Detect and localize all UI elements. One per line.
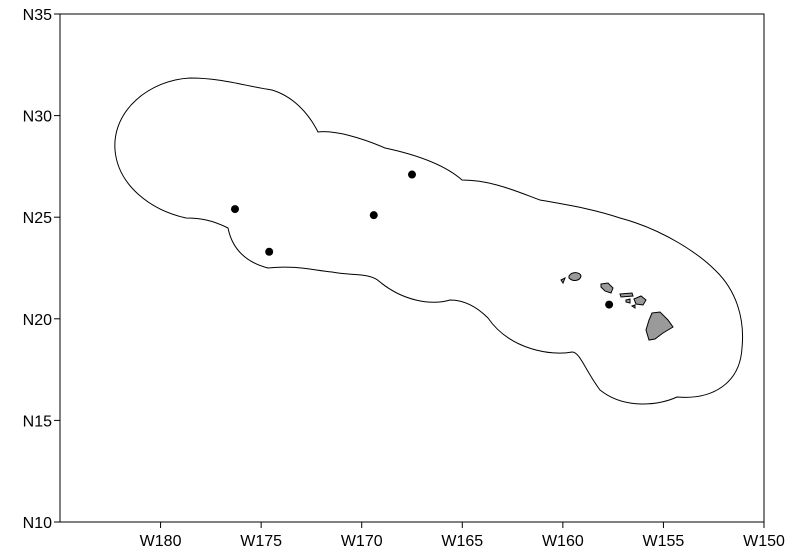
niihau-island-shape bbox=[560, 276, 566, 285]
x-tick-label: W165 bbox=[441, 533, 483, 550]
buffer-zone-outline bbox=[114, 77, 744, 405]
hawaii-island-shape bbox=[645, 311, 674, 341]
maui-island-shape bbox=[633, 295, 647, 306]
points-layer bbox=[230, 170, 614, 309]
location-point-3 bbox=[369, 211, 378, 220]
kauai-island-shape bbox=[568, 272, 582, 281]
x-tick-label: W180 bbox=[140, 533, 182, 550]
location-point-1 bbox=[230, 205, 239, 214]
kahoolawe-island-shape bbox=[630, 304, 636, 309]
location-point-5 bbox=[605, 300, 614, 309]
x-tick-label: W160 bbox=[542, 533, 584, 550]
x-tick-label: W155 bbox=[643, 533, 685, 550]
location-point-2 bbox=[265, 247, 274, 256]
y-tick-label: N25 bbox=[23, 210, 52, 227]
y-axis: N35 N30 N25 N20 N15 N10 bbox=[23, 7, 60, 532]
y-tick-label: N30 bbox=[23, 109, 52, 126]
x-tick-label: W150 bbox=[743, 533, 785, 550]
location-point-4 bbox=[408, 170, 416, 179]
y-tick-label: N10 bbox=[23, 515, 52, 532]
plot-area bbox=[60, 14, 764, 522]
y-tick-label: N20 bbox=[23, 312, 52, 329]
molokai-island-shape bbox=[619, 292, 634, 298]
x-tick-label: W170 bbox=[341, 533, 383, 550]
y-tick-label: N15 bbox=[23, 413, 52, 430]
x-tick-label: W175 bbox=[240, 533, 282, 550]
oahu-island-shape bbox=[600, 282, 614, 294]
x-axis: W180 W175 W170 W165 W160 W155 W150 bbox=[140, 522, 785, 550]
lanai-island-shape bbox=[625, 298, 631, 304]
y-tick-label: N35 bbox=[23, 7, 52, 24]
main-hawaiian-islands bbox=[560, 272, 674, 341]
map-border bbox=[59, 13, 765, 523]
